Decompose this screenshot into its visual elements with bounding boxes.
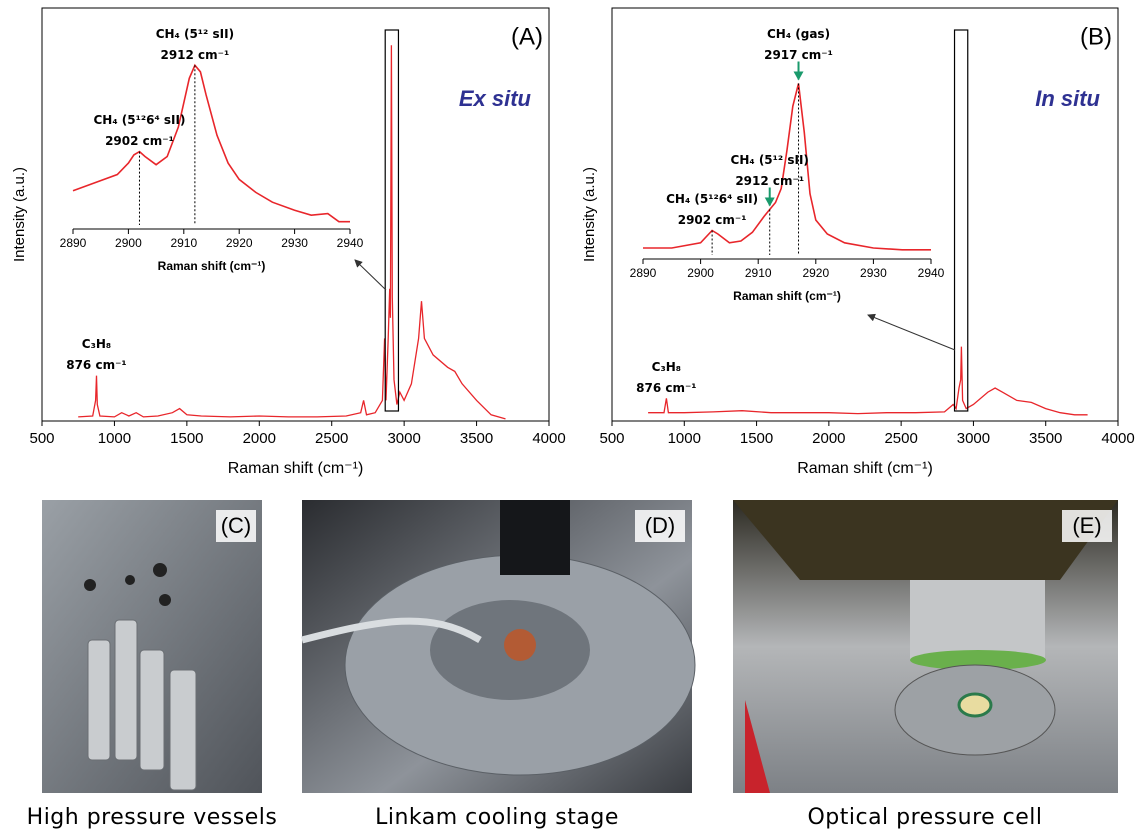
x-tick-label: 2910 <box>170 236 197 250</box>
x-tick-label: 2940 <box>918 266 945 280</box>
spectrum-line <box>78 45 506 420</box>
x-tick-label: 1000 <box>98 430 131 447</box>
x-axis-title: Raman shift (cm⁻¹) <box>797 460 933 477</box>
peak-label: 876 cm⁻¹ <box>66 358 126 372</box>
peak-label: 2912 cm⁻¹ <box>735 174 804 188</box>
peak-label: 2917 cm⁻¹ <box>764 48 833 62</box>
peak-label: CH₄ (gas) <box>767 27 830 41</box>
photo-optical-cell: (E) <box>733 500 1118 793</box>
spectrum-line <box>643 83 931 251</box>
photo-caption: Optical pressure cell <box>807 805 1042 830</box>
photo-caption: Linkam cooling stage <box>375 805 619 830</box>
x-tick-label: 2930 <box>860 266 887 280</box>
peak-label: 876 cm⁻¹ <box>636 381 696 395</box>
photo-label: (E) <box>1072 513 1101 538</box>
plot-frame <box>611 7 1119 422</box>
plot-frame <box>41 7 550 422</box>
condition-label: Ex situ <box>459 86 532 111</box>
x-axis-title: Raman shift (cm⁻¹) <box>733 289 841 303</box>
x-tick-label: 2890 <box>60 236 87 250</box>
photo-high-pressure-vessels: (C) <box>42 500 262 793</box>
x-tick-label: 2920 <box>226 236 253 250</box>
x-tick-label: 2920 <box>802 266 829 280</box>
photo-label: (C) <box>221 513 252 538</box>
x-tick-label: 500 <box>29 430 54 447</box>
x-tick-label: 1000 <box>668 430 701 447</box>
x-tick-label: 2940 <box>337 236 364 250</box>
x-tick-label: 2000 <box>243 430 276 447</box>
x-tick-label: 1500 <box>740 430 773 447</box>
x-axis-title: Raman shift (cm⁻¹) <box>158 259 266 273</box>
zoom-box <box>953 29 969 412</box>
x-tick-label: 1500 <box>170 430 203 447</box>
x-tick-label: 2930 <box>281 236 308 250</box>
x-tick-label: 2900 <box>115 236 142 250</box>
x-tick-label: 500 <box>599 430 624 447</box>
x-tick-label: 2890 <box>630 266 657 280</box>
y-axis-title: Intensity (a.u.) <box>11 167 28 262</box>
peak-label: CH₄ (5¹² sII) <box>731 153 809 167</box>
x-axis-title: Raman shift (cm⁻¹) <box>228 460 364 477</box>
photo-caption: High pressure vessels <box>27 805 278 830</box>
panel-label: (A) <box>511 23 543 50</box>
x-tick-label: 2910 <box>745 266 772 280</box>
x-tick-label: 2000 <box>812 430 845 447</box>
x-tick-label: 4000 <box>532 430 565 447</box>
x-tick-label: 3500 <box>1029 430 1062 447</box>
x-tick-label: 2500 <box>884 430 917 447</box>
x-tick-label: 3000 <box>387 430 420 447</box>
peak-label: 2902 cm⁻¹ <box>678 213 747 227</box>
condition-label: In situ <box>1035 86 1100 111</box>
photo-linkam-stage: (D) <box>301 500 696 793</box>
peak-label: 2902 cm⁻¹ <box>105 134 174 148</box>
x-tick-label: 3500 <box>460 430 493 447</box>
panel-label: (B) <box>1080 23 1112 50</box>
x-tick-label: 3000 <box>957 430 990 447</box>
peak-label: C₃H₈ <box>652 360 681 374</box>
photo-label: (D) <box>645 513 676 538</box>
peak-label: CH₄ (5¹² sII) <box>156 27 234 41</box>
peak-label: CH₄ (5¹²6⁴ sII) <box>666 192 758 206</box>
zoom-box <box>384 29 400 412</box>
peak-arrowhead <box>764 197 775 207</box>
zoom-arrow <box>354 259 387 291</box>
spectrum-line <box>648 346 1088 416</box>
peak-label: CH₄ (5¹²6⁴ sII) <box>93 113 185 127</box>
x-tick-label: 2500 <box>315 430 348 447</box>
peak-arrowhead <box>793 71 804 81</box>
x-tick-label: 2900 <box>687 266 714 280</box>
y-axis-title: Intensity (a.u.) <box>581 167 598 262</box>
zoom-arrow <box>867 313 956 351</box>
x-tick-label: 4000 <box>1101 430 1134 447</box>
peak-label: 2912 cm⁻¹ <box>160 48 229 62</box>
peak-label: C₃H₈ <box>82 337 111 351</box>
